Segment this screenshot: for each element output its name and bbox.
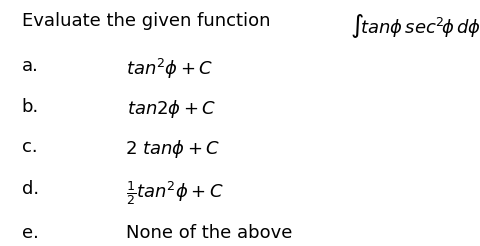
Text: $tan^2\phi + C$: $tan^2\phi + C$ xyxy=(126,57,213,81)
Text: $tan2\phi + C$: $tan2\phi + C$ xyxy=(126,98,216,120)
Text: b.: b. xyxy=(22,98,39,116)
Text: c.: c. xyxy=(22,138,37,156)
Text: d.: d. xyxy=(22,180,39,198)
Text: $2\ tan\phi + C$: $2\ tan\phi + C$ xyxy=(124,138,219,160)
Text: None of the above: None of the above xyxy=(126,224,292,242)
Text: Evaluate the given function: Evaluate the given function xyxy=(22,12,276,30)
Text: a.: a. xyxy=(22,57,38,75)
Text: $\int\! tan\phi\,sec^2\!\phi\,d\phi$: $\int\! tan\phi\,sec^2\!\phi\,d\phi$ xyxy=(349,12,480,40)
Text: $\frac{1}{2}tan^2\phi + C$: $\frac{1}{2}tan^2\phi + C$ xyxy=(126,180,224,207)
Text: e.: e. xyxy=(22,224,38,242)
